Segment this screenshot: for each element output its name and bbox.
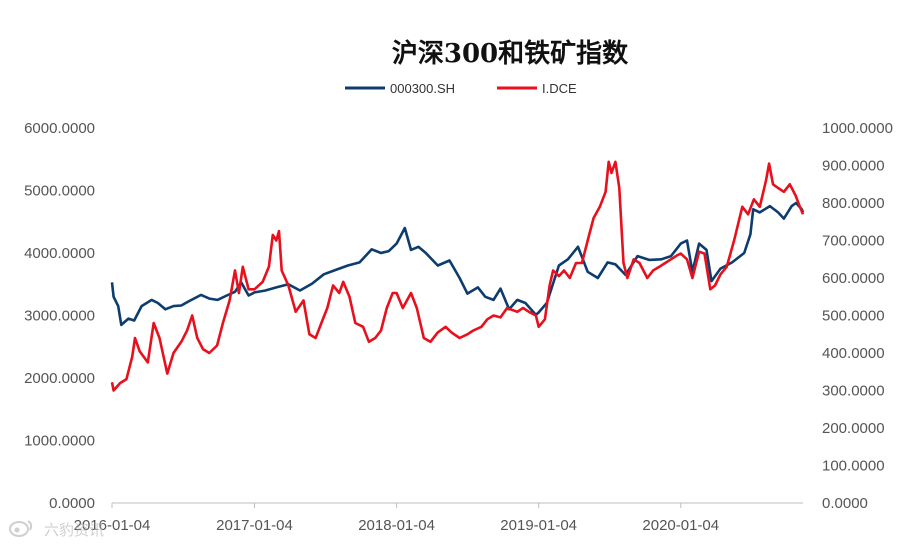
y-left-tick-label: 0.0000 [49, 495, 95, 512]
x-tick-label: 2017-01-04 [216, 517, 293, 534]
y-right-tick-label: 300.0000 [822, 383, 885, 400]
y-left-tick-label: 3000.0000 [24, 308, 95, 325]
x-tick-label: 2018-01-04 [358, 517, 435, 534]
y-left-tick-label: 6000.0000 [24, 120, 95, 137]
y-right-tick-label: 700.0000 [822, 233, 885, 250]
legend: 000300.SH I.DCE [345, 81, 577, 96]
series-line-idce [110, 160, 805, 392]
y-left-tick-label: 1000.0000 [24, 433, 95, 450]
y-right-tick-label: 0.0000 [822, 495, 868, 512]
series-line-000300 [110, 201, 805, 327]
y-right-tick-label: 200.0000 [822, 420, 885, 437]
x-axis: 2016-01-04 2017-01-04 2018-01-04 2019-01-04… [74, 502, 803, 534]
x-tick-label: 2020-01-04 [642, 517, 719, 534]
chart-title: 沪深300和铁矿指数 [392, 38, 629, 69]
y-right-tick-label: 1000.0000 [822, 120, 893, 137]
legend-label-idce: I.DCE [542, 81, 577, 96]
legend-label-000300: 000300.SH [390, 81, 455, 96]
y-right-tick-label: 900.0000 [822, 158, 885, 175]
y-right-tick-label: 500.0000 [822, 308, 885, 325]
watermark-text: 六豹资讯 [44, 521, 104, 539]
x-tick-label: 2016-01-04 [74, 517, 151, 534]
x-tick-label: 2019-01-04 [500, 517, 577, 534]
y-axis-right: 0.0000 100.0000 200.0000 300.0000 400.0000 50… [822, 120, 893, 512]
y-right-tick-label: 800.0000 [822, 195, 885, 212]
series-layer [110, 160, 805, 392]
watermark: 六豹资讯 [9, 520, 104, 539]
y-right-tick-label: 100.0000 [822, 458, 885, 475]
y-right-tick-label: 400.0000 [822, 345, 885, 362]
y-left-tick-label: 2000.0000 [24, 370, 95, 387]
y-left-tick-label: 5000.0000 [24, 183, 95, 200]
weibo-icon [9, 520, 33, 537]
y-right-tick-label: 600.0000 [822, 270, 885, 287]
y-left-tick-label: 4000.0000 [24, 245, 95, 262]
y-axis-left: 0.0000 1000.0000 2000.0000 3000.0000 4000.00… [24, 120, 95, 512]
